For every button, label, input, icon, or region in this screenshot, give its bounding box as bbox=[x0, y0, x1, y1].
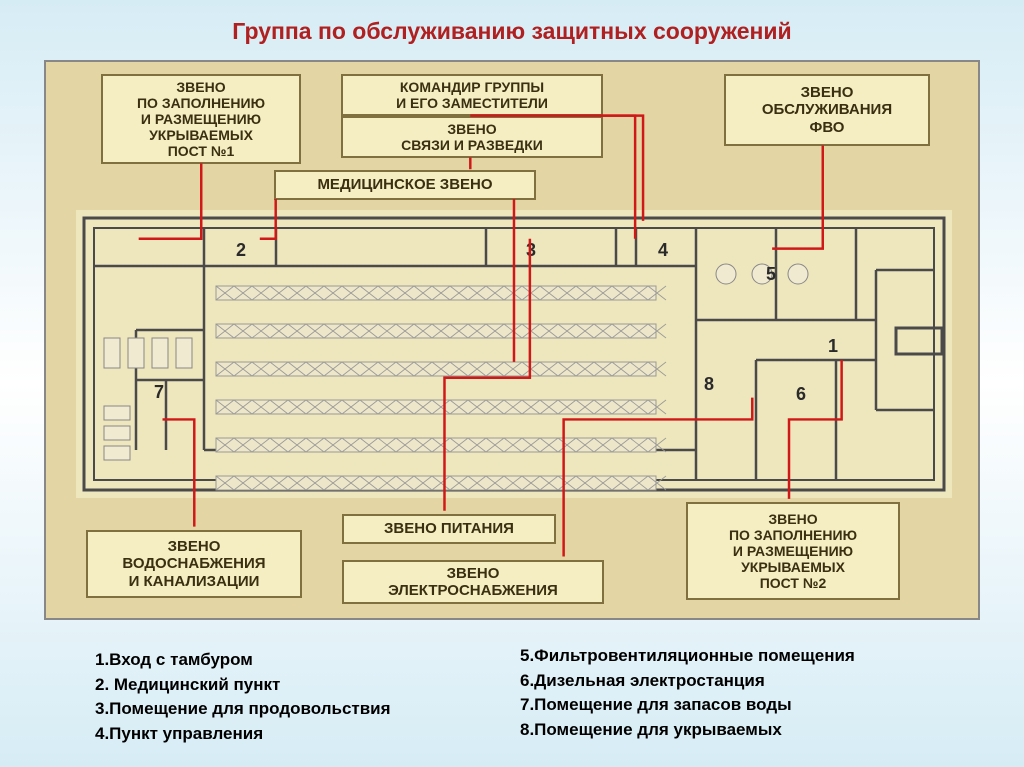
legend-item: 6.Дизельная электростанция bbox=[520, 669, 855, 694]
legend-left: 1.Вход с тамбуром2. Медицинский пункт3.П… bbox=[95, 648, 391, 747]
box-comm-recon: ЗВЕНОСВЯЗИ И РАЗВЕДКИ bbox=[341, 116, 603, 158]
box-line: ПОСТ №1 bbox=[168, 143, 235, 159]
box-line: ФВО bbox=[810, 119, 845, 136]
box-electro: ЗВЕНОЭЛЕКТРОСНАБЖЕНИЯ bbox=[342, 560, 604, 604]
legend-item: 3.Помещение для продовольствия bbox=[95, 697, 391, 722]
box-line: ПО ЗАПОЛНЕНИЮ bbox=[137, 95, 265, 111]
box-line: ОБСЛУЖИВАНИЯ bbox=[762, 101, 892, 118]
room-number: 2 bbox=[236, 240, 246, 260]
box-line: И РАЗМЕЩЕНИЮ bbox=[141, 111, 261, 127]
room-number: 3 bbox=[526, 240, 536, 260]
legend-right: 5.Фильтровентиляционные помещения6.Дизел… bbox=[520, 644, 855, 743]
box-medical: МЕДИЦИНСКОЕ ЗВЕНО bbox=[274, 170, 536, 200]
box-food: ЗВЕНО ПИТАНИЯ bbox=[342, 514, 556, 544]
box-post2: ЗВЕНОПО ЗАПОЛНЕНИЮИ РАЗМЕЩЕНИЮУКРЫВАЕМЫХ… bbox=[686, 502, 900, 600]
legend-item: 2. Медицинский пункт bbox=[95, 673, 391, 698]
box-line: ЗВЕНО ПИТАНИЯ bbox=[384, 520, 514, 537]
room-number: 5 bbox=[766, 264, 776, 284]
box-line: СВЯЗИ И РАЗВЕДКИ bbox=[401, 137, 543, 153]
floorplan: 1 2 3 4 5 6 7 8 bbox=[76, 210, 952, 498]
room-number: 6 bbox=[796, 384, 806, 404]
legend-item: 1.Вход с тамбуром bbox=[95, 648, 391, 673]
room-number: 8 bbox=[704, 374, 714, 394]
box-line: ЗВЕНО bbox=[801, 84, 854, 101]
room-number: 4 bbox=[658, 240, 668, 260]
box-line: ЗВЕНО bbox=[447, 565, 500, 582]
room-number: 1 bbox=[828, 336, 838, 356]
box-line: И ЕГО ЗАМЕСТИТЕЛИ bbox=[396, 95, 548, 111]
legend-item: 8.Помещение для укрываемых bbox=[520, 718, 855, 743]
box-line: ПОСТ №2 bbox=[760, 575, 827, 591]
box-line: И КАНАЛИЗАЦИИ bbox=[129, 573, 260, 590]
diagram-frame: ЗВЕНОПО ЗАПОЛНЕНИЮИ РАЗМЕЩЕНИЮУКРЫВАЕМЫХ… bbox=[44, 60, 980, 620]
box-line: УКРЫВАЕМЫХ bbox=[741, 559, 845, 575]
box-line: ЗВЕНО bbox=[447, 121, 496, 137]
room-number: 7 bbox=[154, 382, 164, 402]
page-title: Группа по обслуживанию защитных сооружен… bbox=[0, 0, 1024, 57]
box-line: ЗВЕНО bbox=[768, 511, 817, 527]
box-line: ПО ЗАПОЛНЕНИЮ bbox=[729, 527, 857, 543]
legend-item: 5.Фильтровентиляционные помещения bbox=[520, 644, 855, 669]
box-line: ЭЛЕКТРОСНАБЖЕНИЯ bbox=[388, 582, 558, 599]
box-line: ЗВЕНО bbox=[168, 538, 221, 555]
box-water: ЗВЕНОВОДОСНАБЖЕНИЯИ КАНАЛИЗАЦИИ bbox=[86, 530, 302, 598]
box-line: ВОДОСНАБЖЕНИЯ bbox=[122, 555, 265, 572]
box-fvo: ЗВЕНООБСЛУЖИВАНИЯФВО bbox=[724, 74, 930, 146]
box-line: УКРЫВАЕМЫХ bbox=[149, 127, 253, 143]
box-line: МЕДИЦИНСКОЕ ЗВЕНО bbox=[317, 176, 492, 193]
box-line: ЗВЕНО bbox=[176, 79, 225, 95]
box-line: И РАЗМЕЩЕНИЮ bbox=[733, 543, 853, 559]
legend-item: 4.Пункт управления bbox=[95, 722, 391, 747]
legend-item: 7.Помещение для запасов воды bbox=[520, 693, 855, 718]
box-post1: ЗВЕНОПО ЗАПОЛНЕНИЮИ РАЗМЕЩЕНИЮУКРЫВАЕМЫХ… bbox=[101, 74, 301, 164]
box-commander: КОМАНДИР ГРУППЫИ ЕГО ЗАМЕСТИТЕЛИ bbox=[341, 74, 603, 116]
box-line: КОМАНДИР ГРУППЫ bbox=[400, 79, 544, 95]
